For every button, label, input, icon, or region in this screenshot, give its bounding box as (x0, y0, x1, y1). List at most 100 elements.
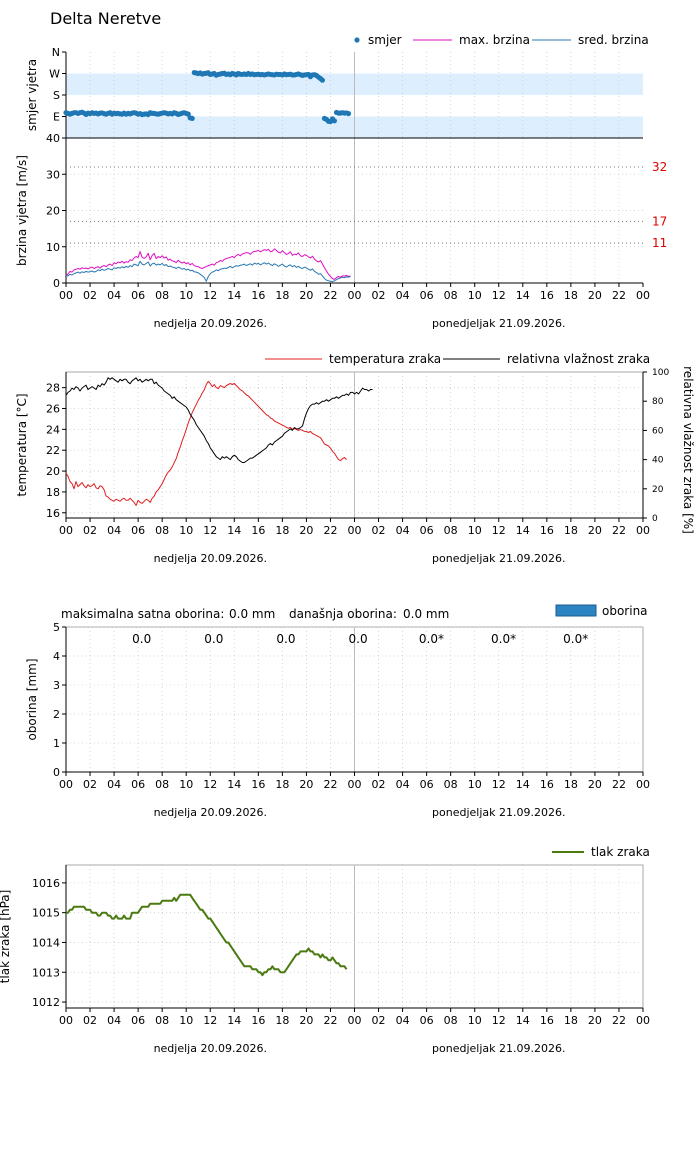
legend-temperature-label: temperatura zraka (329, 352, 441, 366)
x-tick-label: 00 (636, 289, 650, 302)
day-label-sunday: nedjelja 20.09.2026. (154, 317, 267, 330)
legend-direction-label: smjer (368, 33, 402, 47)
x-tick-label: 18 (564, 289, 578, 302)
day-label-sunday: nedjelja 20.09.2026. (154, 552, 267, 565)
x-tick-label: 04 (107, 1014, 121, 1027)
x-tick-label: 04 (107, 289, 121, 302)
x-tick-label: 20 (299, 289, 313, 302)
x-tick-label: 06 (131, 778, 145, 791)
x-tick-label: 04 (396, 1014, 410, 1027)
pressure-y-label: 1012 (32, 996, 60, 1009)
x-tick-label: 06 (420, 778, 434, 791)
x-tick-label: 04 (396, 778, 410, 791)
x-tick-label: 18 (275, 524, 289, 537)
precipitation-y-label: 3 (53, 679, 60, 692)
x-tick-label: 18 (564, 1014, 578, 1027)
x-tick-label: 14 (516, 778, 530, 791)
day-label-sunday: nedjelja 20.09.2026. (154, 806, 267, 819)
temperature-y-label: 16 (46, 507, 60, 520)
precipitation-y-label: 4 (53, 650, 60, 663)
temperature-y-label: 24 (46, 423, 60, 436)
precipitation-y-label: 5 (53, 621, 60, 634)
precipitation-period-total: 0.0* (419, 632, 444, 646)
precipitation-period-total: 0.0* (563, 632, 588, 646)
day-label-monday: ponedjeljak 21.09.2026. (432, 1042, 565, 1055)
day-label-sunday: nedjelja 20.09.2026. (154, 1042, 267, 1055)
x-tick-label: 00 (59, 524, 73, 537)
speed-y-label: 0 (53, 277, 60, 290)
x-tick-label: 02 (372, 1014, 386, 1027)
x-tick-label: 00 (59, 289, 73, 302)
x-tick-label: 04 (396, 524, 410, 537)
x-tick-label: 16 (251, 778, 265, 791)
x-tick-label: 10 (179, 289, 193, 302)
x-tick-label: 10 (468, 524, 482, 537)
x-tick-label: 20 (299, 524, 313, 537)
x-tick-label: 14 (516, 1014, 530, 1027)
direction-point (345, 111, 352, 117)
direction-y-label: E (53, 111, 60, 124)
x-tick-label: 10 (179, 778, 193, 791)
x-tick-label: 08 (155, 289, 169, 302)
x-tick-label: 16 (540, 1014, 554, 1027)
temperature-y-label: 26 (46, 403, 60, 416)
temperature-axis-title: temperatura [°C] (15, 393, 29, 496)
x-tick-label: 10 (468, 778, 482, 791)
x-tick-label: 12 (492, 1014, 506, 1027)
precipitation-period-total: 0.0 (276, 632, 295, 646)
direction-y-label: W (49, 68, 60, 81)
x-tick-label: 00 (59, 778, 73, 791)
temperature-line (65, 380, 347, 506)
x-tick-label: 14 (227, 1014, 241, 1027)
x-tick-label: 18 (275, 289, 289, 302)
humidity-line (65, 377, 373, 463)
speed-y-label: 20 (46, 205, 60, 218)
x-tick-label: 12 (203, 1014, 217, 1027)
legend-precipitation-label: oborina (602, 604, 648, 618)
temperature-y-label: 22 (46, 444, 60, 457)
x-tick-label: 02 (83, 289, 97, 302)
precipitation-period-total: 0.0 (204, 632, 223, 646)
x-tick-label: 04 (107, 524, 121, 537)
x-tick-label: 14 (516, 524, 530, 537)
x-tick-label: 14 (227, 524, 241, 537)
direction-y-label: S (53, 89, 60, 102)
x-tick-label: 20 (299, 1014, 313, 1027)
x-tick-label: 20 (299, 778, 313, 791)
humidity-y-label: 60 (652, 426, 664, 436)
x-tick-label: 22 (612, 1014, 626, 1027)
direction-point (319, 77, 326, 83)
x-tick-label: 16 (540, 524, 554, 537)
x-tick-label: 02 (83, 524, 97, 537)
x-tick-label: 02 (372, 289, 386, 302)
x-tick-label: 06 (131, 524, 145, 537)
speed-threshold-label: 17 (652, 214, 667, 228)
x-tick-label: 16 (540, 289, 554, 302)
speed-threshold-label: 11 (652, 236, 667, 250)
x-tick-label: 02 (83, 778, 97, 791)
avg-speed-line (65, 260, 351, 283)
x-tick-label: 00 (348, 524, 362, 537)
daily-precipitation-value: 0.0 mm (403, 607, 449, 621)
x-tick-label: 08 (155, 1014, 169, 1027)
x-tick-label: 16 (540, 778, 554, 791)
x-tick-label: 14 (227, 289, 241, 302)
x-tick-label: 00 (59, 1014, 73, 1027)
humidity-y-label: 20 (652, 485, 664, 495)
x-tick-label: 10 (179, 1014, 193, 1027)
x-tick-label: 02 (83, 1014, 97, 1027)
max-speed-line (65, 248, 351, 280)
humidity-y-label: 0 (652, 514, 658, 524)
x-tick-label: 12 (492, 778, 506, 791)
legend-direction-swatch (354, 37, 360, 43)
x-tick-label: 16 (251, 289, 265, 302)
humidity-axis-title: relativna vlažnost zraka [%] (681, 366, 695, 534)
x-tick-label: 12 (492, 289, 506, 302)
direction-point (189, 115, 195, 122)
x-tick-label: 12 (203, 524, 217, 537)
speed-y-label: 10 (46, 241, 60, 254)
precipitation-period-total: 0.0 (132, 632, 151, 646)
daily-precipitation-label: današnja oborina: (289, 607, 397, 621)
x-tick-label: 16 (251, 524, 265, 537)
x-tick-label: 18 (564, 778, 578, 791)
